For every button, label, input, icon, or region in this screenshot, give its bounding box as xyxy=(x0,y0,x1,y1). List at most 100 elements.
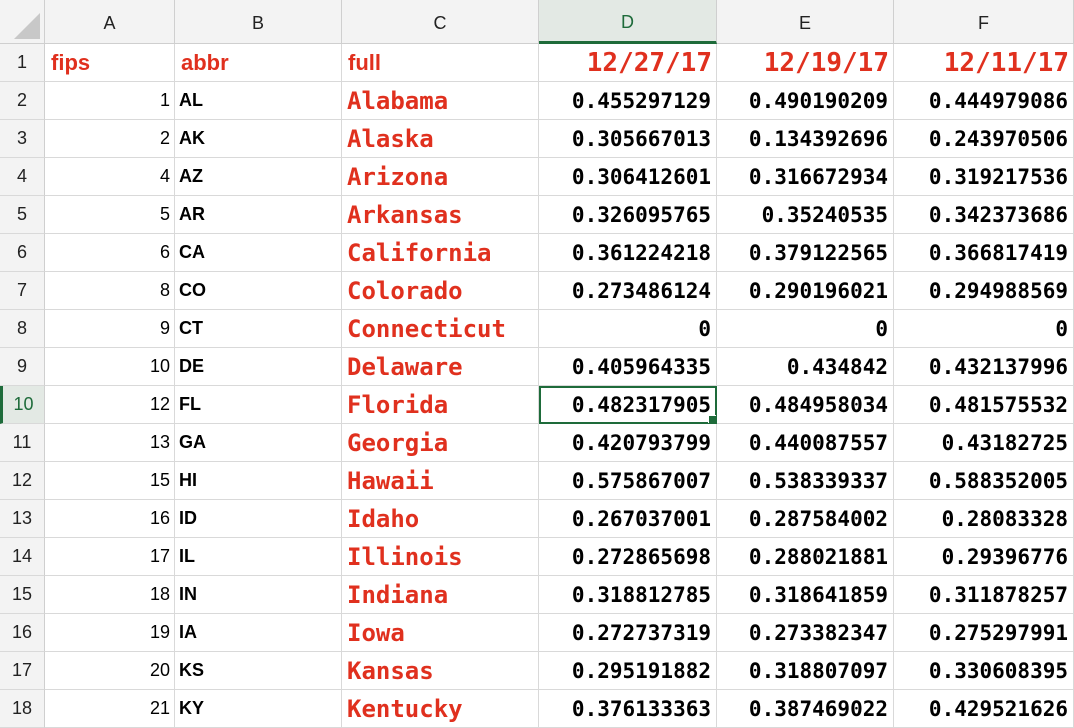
cell-e1-date[interactable]: 12/19/17 xyxy=(717,44,894,82)
row-header-13[interactable]: 13 xyxy=(0,500,45,538)
cell-abbr[interactable]: CO xyxy=(175,272,342,310)
row-header-4[interactable]: 4 xyxy=(0,158,45,196)
cell-value-f[interactable]: 0.432137996 xyxy=(894,348,1074,386)
cell-state-name[interactable]: Idaho xyxy=(342,500,539,538)
cell-value-e[interactable]: 0.379122565 xyxy=(717,234,894,272)
cell-value-d[interactable]: 0.272865698 xyxy=(539,538,717,576)
cell-fips[interactable]: 19 xyxy=(45,614,175,652)
cell-value-f[interactable]: 0.366817419 xyxy=(894,234,1074,272)
cell-abbr[interactable]: CA xyxy=(175,234,342,272)
row-header-6[interactable]: 6 xyxy=(0,234,45,272)
cell-state-name[interactable]: Illinois xyxy=(342,538,539,576)
column-header-c[interactable]: C xyxy=(342,0,539,44)
cell-fips[interactable]: 20 xyxy=(45,652,175,690)
cell-value-f[interactable]: 0.28083328 xyxy=(894,500,1074,538)
cell-value-d[interactable]: 0.420793799 xyxy=(539,424,717,462)
cell-value-d[interactable]: 0.318812785 xyxy=(539,576,717,614)
cell-value-d[interactable]: 0.267037001 xyxy=(539,500,717,538)
cell-state-name[interactable]: Florida xyxy=(342,386,539,424)
cell-value-f[interactable]: 0.294988569 xyxy=(894,272,1074,310)
cell-value-e[interactable]: 0.316672934 xyxy=(717,158,894,196)
cell-fips[interactable]: 21 xyxy=(45,690,175,728)
cell-value-d[interactable]: 0.575867007 xyxy=(539,462,717,500)
cell-value-f[interactable]: 0.29396776 xyxy=(894,538,1074,576)
cell-abbr[interactable]: KY xyxy=(175,690,342,728)
column-header-b[interactable]: B xyxy=(175,0,342,44)
cell-value-f[interactable]: 0.481575532 xyxy=(894,386,1074,424)
cell-state-name[interactable]: California xyxy=(342,234,539,272)
cell-fips[interactable]: 8 xyxy=(45,272,175,310)
cell-value-f[interactable]: 0.275297991 xyxy=(894,614,1074,652)
row-header-10[interactable]: 10 xyxy=(0,386,45,424)
cell-value-f[interactable]: 0.243970506 xyxy=(894,120,1074,158)
cell-value-d[interactable]: 0.405964335 xyxy=(539,348,717,386)
cell-abbr[interactable]: IL xyxy=(175,538,342,576)
fill-handle[interactable] xyxy=(708,415,716,423)
row-header-7[interactable]: 7 xyxy=(0,272,45,310)
row-header-18[interactable]: 18 xyxy=(0,690,45,728)
cell-c1-full-header[interactable]: full xyxy=(342,44,539,82)
cell-value-e[interactable]: 0 xyxy=(717,310,894,348)
cell-abbr[interactable]: ID xyxy=(175,500,342,538)
cell-value-d[interactable]: 0 xyxy=(539,310,717,348)
cell-fips[interactable]: 2 xyxy=(45,120,175,158)
cell-value-e[interactable]: 0.440087557 xyxy=(717,424,894,462)
cell-value-d[interactable]: 0.326095765 xyxy=(539,196,717,234)
column-header-f[interactable]: F xyxy=(894,0,1074,44)
row-header-1[interactable]: 1 xyxy=(0,44,45,82)
select-all-corner[interactable] xyxy=(0,0,45,44)
cell-b1-abbr-header[interactable]: abbr xyxy=(175,44,342,82)
cell-fips[interactable]: 12 xyxy=(45,386,175,424)
cell-fips[interactable]: 16 xyxy=(45,500,175,538)
cell-value-f[interactable]: 0.311878257 xyxy=(894,576,1074,614)
cell-state-name[interactable]: Alabama xyxy=(342,82,539,120)
cell-value-e[interactable]: 0.318807097 xyxy=(717,652,894,690)
cell-value-e[interactable]: 0.538339337 xyxy=(717,462,894,500)
cell-value-d[interactable]: 0.305667013 xyxy=(539,120,717,158)
cell-value-d[interactable]: 0.295191882 xyxy=(539,652,717,690)
cell-value-d[interactable]: 0.455297129 xyxy=(539,82,717,120)
cell-abbr[interactable]: GA xyxy=(175,424,342,462)
cell-state-name[interactable]: Georgia xyxy=(342,424,539,462)
cell-value-f[interactable]: 0 xyxy=(894,310,1074,348)
cell-value-e[interactable]: 0.287584002 xyxy=(717,500,894,538)
cell-value-d[interactable]: 0.272737319 xyxy=(539,614,717,652)
row-header-8[interactable]: 8 xyxy=(0,310,45,348)
cell-value-f[interactable]: 0.429521626 xyxy=(894,690,1074,728)
cell-value-d[interactable]: 0.361224218 xyxy=(539,234,717,272)
cell-abbr[interactable]: CT xyxy=(175,310,342,348)
cell-abbr[interactable]: FL xyxy=(175,386,342,424)
column-header-d[interactable]: D xyxy=(539,0,717,44)
cell-f1-date[interactable]: 12/11/17 xyxy=(894,44,1074,82)
cell-fips[interactable]: 5 xyxy=(45,196,175,234)
cell-fips[interactable]: 17 xyxy=(45,538,175,576)
cell-abbr[interactable]: HI xyxy=(175,462,342,500)
cell-state-name[interactable]: Iowa xyxy=(342,614,539,652)
cell-value-e[interactable]: 0.273382347 xyxy=(717,614,894,652)
cell-fips[interactable]: 9 xyxy=(45,310,175,348)
cell-state-name[interactable]: Arizona xyxy=(342,158,539,196)
cell-value-f[interactable]: 0.43182725 xyxy=(894,424,1074,462)
cell-state-name[interactable]: Delaware xyxy=(342,348,539,386)
cell-value-e[interactable]: 0.484958034 xyxy=(717,386,894,424)
row-header-15[interactable]: 15 xyxy=(0,576,45,614)
active-cell-d10[interactable]: 0.482317905 xyxy=(539,386,717,424)
cell-fips[interactable]: 13 xyxy=(45,424,175,462)
cell-abbr[interactable]: DE xyxy=(175,348,342,386)
cell-state-name[interactable]: Kansas xyxy=(342,652,539,690)
cell-value-d[interactable]: 0.376133363 xyxy=(539,690,717,728)
row-header-3[interactable]: 3 xyxy=(0,120,45,158)
cell-state-name[interactable]: Colorado xyxy=(342,272,539,310)
cell-fips[interactable]: 15 xyxy=(45,462,175,500)
row-header-9[interactable]: 9 xyxy=(0,348,45,386)
cell-fips[interactable]: 18 xyxy=(45,576,175,614)
cell-d1-date[interactable]: 12/27/17 xyxy=(539,44,717,82)
cell-value-e[interactable]: 0.490190209 xyxy=(717,82,894,120)
cell-value-f[interactable]: 0.444979086 xyxy=(894,82,1074,120)
cell-value-d[interactable]: 0.273486124 xyxy=(539,272,717,310)
cell-value-d[interactable]: 0.306412601 xyxy=(539,158,717,196)
cell-value-e[interactable]: 0.134392696 xyxy=(717,120,894,158)
row-header-14[interactable]: 14 xyxy=(0,538,45,576)
cell-state-name[interactable]: Alaska xyxy=(342,120,539,158)
row-header-12[interactable]: 12 xyxy=(0,462,45,500)
